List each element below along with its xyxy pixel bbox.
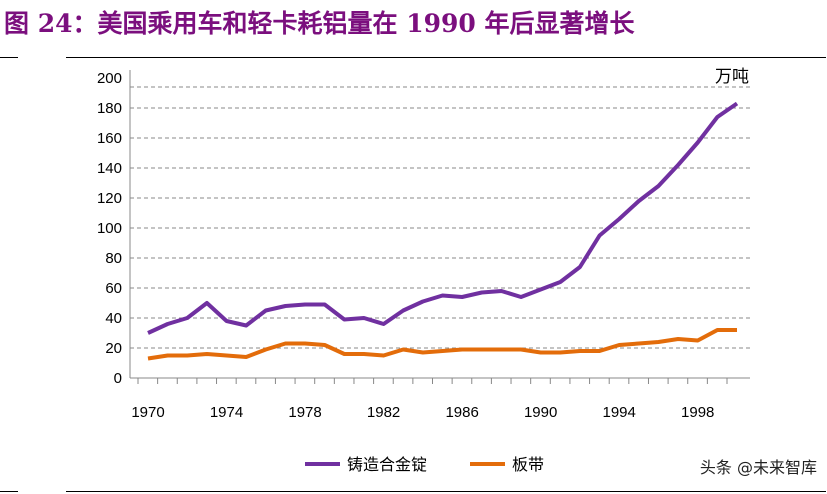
y-tick-label: 60 <box>105 280 122 297</box>
x-tick-label: 1982 <box>367 404 400 421</box>
y-tick-label: 20 <box>105 340 122 357</box>
y-tick-label: 180 <box>97 100 122 117</box>
x-tick-label: 1998 <box>681 404 714 421</box>
x-tick-label: 1978 <box>288 404 321 421</box>
legend-label: 铸造合金锭 <box>347 456 427 474</box>
x-tick-label: 1986 <box>445 404 478 421</box>
y-tick-label: 140 <box>97 160 122 177</box>
series-line-1 <box>147 328 737 361</box>
title-rule <box>66 57 826 58</box>
bottom-rule-left <box>0 491 18 492</box>
unit-label: 万吨 <box>715 67 749 87</box>
x-tick-label: 1990 <box>524 404 557 421</box>
bottom-rule <box>66 491 826 492</box>
y-tick-label: 0 <box>114 370 122 387</box>
y-tick-label: 80 <box>105 250 122 267</box>
title-rule-left <box>0 57 18 58</box>
x-tick-label: 1994 <box>603 404 636 421</box>
watermark: 头条 @未来智库 <box>699 458 817 477</box>
x-tick-label: 1974 <box>210 404 243 421</box>
figure-title: 图 24：美国乘用车和轻卡耗铝量在 1990 年后显著增长 <box>4 9 635 38</box>
legend-label: 板带 <box>512 456 544 474</box>
x-tick-label: 1970 <box>131 404 164 421</box>
y-tick-label: 40 <box>105 310 122 327</box>
y-tick-label: 160 <box>97 130 122 147</box>
y-tick-label: 200 <box>97 70 122 87</box>
y-tick-label: 120 <box>97 190 122 207</box>
y-tick-label: 100 <box>97 220 122 237</box>
